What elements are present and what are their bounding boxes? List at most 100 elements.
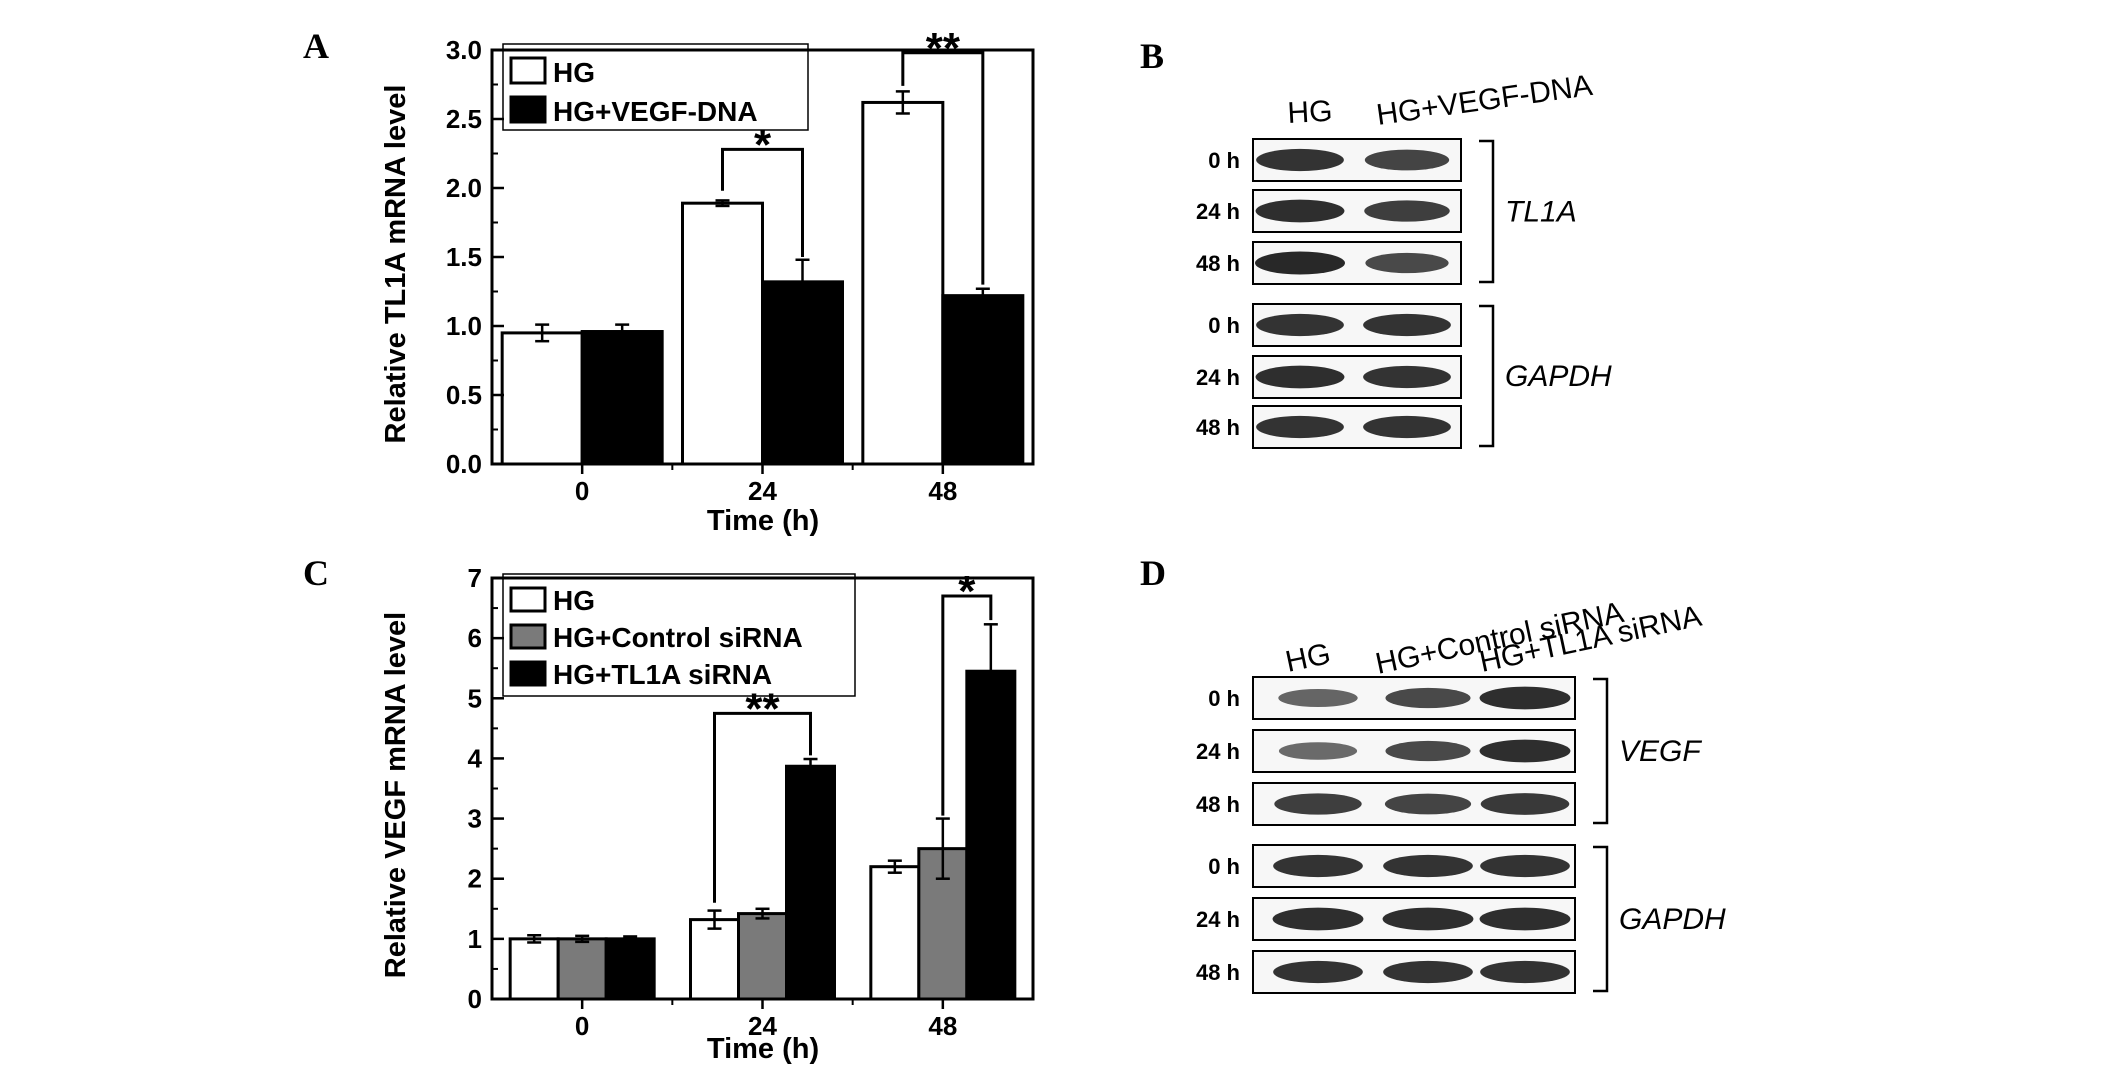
chart-a-x-axis-label: Time (h) [707, 505, 819, 537]
chart-a-y-tick-label-5: 2.5 [446, 104, 482, 134]
blot-b-row-label-0-0: 0 h [1208, 148, 1240, 173]
blot-d-row-label-1-2: 48 h [1196, 960, 1240, 985]
chart-c-legend-label-1: HG+Control siRNA [553, 622, 803, 653]
chart-c-legend: HG HG+Control siRNA HG+TL1A siRNA [502, 573, 856, 697]
chart-a-legend-swatch-1 [509, 95, 547, 124]
chart-c-bar-0-0 [508, 937, 560, 1001]
blot-b-band-1-2-0 [1256, 415, 1344, 439]
blot-b-row-label-0-1: 24 h [1196, 199, 1240, 224]
blot-b-band-0-0-1 [1364, 149, 1450, 171]
chart-a-tl1a-mrna: Relative TL1A mRNA level Time (h) HG HG+V… [380, 24, 1035, 537]
chart-c-bar-1-0 [556, 937, 608, 1001]
chart-c-y-tick-label-4: 4 [468, 743, 483, 773]
blot-d-band-1-2-0 [1273, 960, 1363, 984]
blot-d-row-label-1-0: 0 h [1208, 854, 1240, 879]
blot-d-band-0-1-2 [1479, 739, 1571, 763]
blot-d-band-0-0-1 [1385, 687, 1471, 709]
blot-b-band-1-1-0 [1255, 365, 1345, 389]
blot-b-row-label-1-0: 0 h [1208, 313, 1240, 338]
chart-c-legend-label-0: HG [553, 585, 595, 616]
blot-d-lane-label-0: HG [1283, 637, 1334, 679]
chart-c-vegf-mrna: Relative VEGF mRNA level Time (h) HG HG+C… [380, 563, 1035, 1065]
panel-letter-a: A [303, 26, 329, 66]
blot-d-row-label-0-2: 48 h [1196, 792, 1240, 817]
blot-d-gene-label-1: GAPDH [1619, 903, 1726, 936]
blot-b-band-0-0-0 [1256, 148, 1344, 172]
chart-c-y-tick-label-3: 3 [468, 804, 482, 834]
chart-a-bar-1-1 [761, 280, 844, 466]
blot-b-row-label-0-2: 48 h [1196, 251, 1240, 276]
blot-d-gene-bracket-1 [1593, 845, 1609, 993]
chart-a-y-tick-label-6: 3.0 [446, 35, 482, 65]
chart-c-x-tick-label-0: 0 [575, 1011, 589, 1041]
blot-b-band-0-2-0 [1255, 251, 1345, 275]
chart-c-y-tick-label-5: 5 [468, 683, 482, 713]
chart-c-y-tick-label-1: 1 [468, 924, 482, 954]
panel-letter-d: D [1140, 553, 1166, 593]
blot-b-gene-bracket-0 [1479, 139, 1495, 284]
chart-a-x-tick-label-0: 0 [575, 476, 589, 506]
blot-b-lane-label-1: HG+VEGF-DNA [1374, 69, 1594, 132]
chart-c-legend-swatch-1 [509, 623, 547, 650]
chart-c-y-tick-label-7: 7 [468, 563, 482, 593]
chart-a-legend: HG HG+VEGF-DNA [502, 43, 809, 131]
panel-letter-b: B [1140, 36, 1164, 76]
blot-d-band-1-0-1 [1383, 854, 1473, 878]
blot-d-row-label-0-0: 0 h [1208, 686, 1240, 711]
blot-b-band-0-2-1 [1365, 252, 1449, 274]
panel-letter-c: C [303, 553, 329, 593]
chart-c-bar-1-1 [737, 912, 788, 1001]
chart-c-bar-2-1 [785, 764, 836, 1001]
chart-a-x-tick-label-1: 24 [748, 476, 777, 506]
blot-b-band-0-1-1 [1364, 200, 1450, 222]
chart-a-significance-bracket-0 [721, 147, 804, 257]
chart-a-bar-1-2 [941, 294, 1025, 466]
chart-c-significance-label-1: * [958, 567, 976, 616]
chart-a-bar-1-0 [580, 330, 664, 466]
blot-b-row-label-1-1: 24 h [1196, 365, 1240, 390]
blot-b-gene-bracket-1 [1479, 304, 1495, 448]
blot-d-band-0-2-0 [1274, 793, 1362, 815]
chart-c-bar-2-0 [604, 937, 656, 1001]
chart-a-bar-0-2 [861, 100, 945, 466]
chart-a-legend-swatch-0 [509, 56, 547, 85]
blot-d-band-0-2-1 [1384, 793, 1472, 815]
chart-a-y-tick-label-1: 0.5 [446, 380, 482, 410]
blot-d-band-1-1-0 [1272, 907, 1364, 931]
chart-c-y-tick-label-6: 6 [468, 623, 482, 653]
blot-b-band-1-0-1 [1363, 313, 1451, 337]
blot-d-row-label-0-1: 24 h [1196, 739, 1240, 764]
chart-a-x-tick-label-2: 48 [928, 476, 957, 506]
chart-a-bar-0-1 [681, 201, 764, 466]
blot-b-band-0-1-0 [1255, 199, 1345, 223]
blot-b-gene-label-1: GAPDH [1505, 360, 1612, 393]
chart-a-significance-label-1: ** [926, 24, 961, 73]
blot-d-gene-label-0: VEGF [1619, 735, 1702, 768]
chart-a-bar-0-0 [500, 331, 584, 466]
blot-d-row-label-1-1: 24 h [1196, 907, 1240, 932]
blot-d-gene-bracket-0 [1593, 677, 1609, 825]
chart-c-legend-swatch-2 [509, 660, 547, 687]
chart-c-legend-swatch-0 [509, 586, 547, 613]
chart-a-y-tick-label-3: 1.5 [446, 242, 482, 272]
chart-a-y-tick-label-0: 0.0 [446, 449, 482, 479]
chart-c-x-axis-label: Time (h) [707, 1033, 819, 1065]
chart-c-bar-2-2 [965, 669, 1017, 1001]
chart-a-legend-box [502, 43, 809, 131]
chart-a-y-tick-label-4: 2.0 [446, 173, 482, 203]
blot-d-band-1-2-1 [1383, 960, 1473, 984]
chart-c-significance-bracket-1 [941, 594, 993, 816]
chart-a-y-axis-label: Relative TL1A mRNA level [380, 85, 412, 444]
blot-d-band-1-0-2 [1480, 854, 1570, 878]
blot-d-band-1-2-2 [1480, 960, 1570, 984]
blot-b-row-label-1-2: 48 h [1196, 415, 1240, 440]
chart-c-x-tick-label-1: 24 [748, 1011, 777, 1041]
blot-d-band-0-1-0 [1278, 742, 1358, 760]
blot-d-band-0-2-2 [1480, 793, 1570, 815]
blot-b-band-1-1-1 [1363, 365, 1451, 389]
chart-c-bar-0-1 [689, 918, 740, 1001]
blot-b-band-1-2-1 [1363, 415, 1451, 439]
blot-b-band-1-0-0 [1256, 313, 1344, 337]
chart-a-legend-label-0: HG [553, 57, 595, 88]
chart-a-y-tick-label-2: 1.0 [446, 311, 482, 341]
